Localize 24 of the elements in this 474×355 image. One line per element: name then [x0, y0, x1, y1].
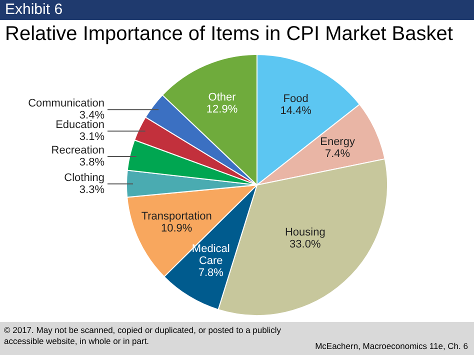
data-label: 7.4%	[324, 148, 350, 160]
slice-label: Food	[283, 93, 308, 106]
data-label: 12.9%	[206, 103, 238, 116]
slice-label: Energy	[320, 136, 356, 148]
text: © 2017. May not be scanned, copied or duplicated, or posted to a publicly accessible website, in whole or in part.	[4, 325, 282, 347]
text: Exhibit 6	[0, 0, 474, 20]
slice-label: Education	[56, 119, 104, 132]
data-label: 7.8%	[198, 266, 224, 279]
slice-label: Other	[208, 91, 236, 104]
data-label: 3.4%	[79, 110, 105, 122]
data-label: 3.1%	[79, 131, 105, 144]
slice-label: Recreation	[51, 144, 104, 156]
slice-label: Housing	[284, 226, 326, 238]
data-label: 3.3%	[79, 184, 105, 196]
data-label: 10.9%	[160, 222, 192, 235]
slice-label: Clothing	[64, 172, 104, 184]
chart-title: Relative Importance of Items in CPI Market Basket	[4, 22, 454, 47]
data-label: 14.4%	[280, 105, 312, 118]
data-label: 3.8%	[79, 156, 105, 168]
text: McEachern, Macroeconomics 11e, Ch. 6	[315, 341, 468, 351]
slice-label: Communication	[28, 98, 104, 110]
slice-label: Medical Care	[192, 242, 230, 267]
slice-label: Transportation	[141, 210, 212, 223]
data-label: 33.0%	[290, 238, 321, 250]
